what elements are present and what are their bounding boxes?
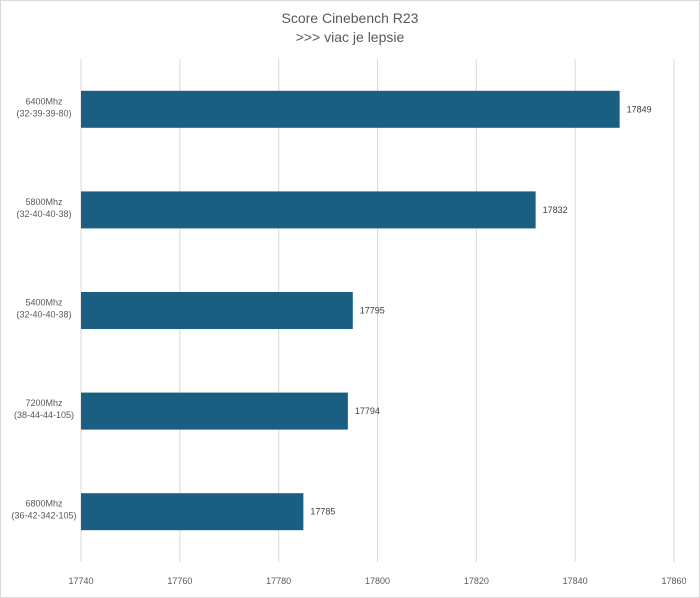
x-tick-label: 17760 [167,576,192,586]
chart-title: Score Cinebench R23 [281,10,419,26]
x-tick-label: 17780 [266,576,291,586]
x-tick-label: 17740 [68,576,93,586]
bar [81,292,353,329]
category-label: 5800Mhz (32-40-40-38) [16,197,71,219]
x-tick-label: 17840 [563,576,588,586]
category-label: 6400Mhz (32-39-39-80) [16,96,71,118]
bar [81,392,348,430]
data-label: 17794 [355,406,380,416]
bar [81,90,620,128]
x-tick-label: 17800 [365,576,390,586]
chart-subtitle: >>> viac je lepsie [295,29,405,45]
category-label: 7200Mhz (38-44-44-105) [14,398,74,420]
data-label: 17785 [310,507,335,517]
data-label: 17849 [627,104,652,114]
category-label: 5400Mhz (32-40-40-38) [16,298,71,320]
bar [81,493,304,531]
data-label: 17832 [543,205,568,215]
x-tick-label: 17820 [464,576,489,586]
category-label: 6800Mhz (36-42-342-105) [11,499,76,521]
data-label: 17795 [360,306,385,316]
bar [81,191,536,229]
x-tick-label: 17860 [661,576,686,586]
